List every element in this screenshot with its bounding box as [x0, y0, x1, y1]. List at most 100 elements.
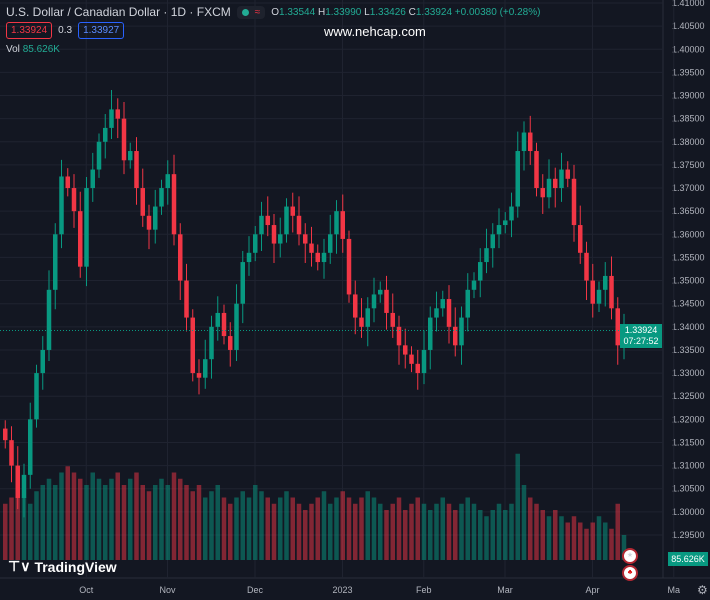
volume-bar [553, 510, 558, 560]
candle-body [409, 354, 414, 364]
volume-bar [246, 497, 252, 560]
volume-bar [590, 522, 595, 560]
y-tick-label: 1.38000 [672, 137, 705, 147]
y-tick-label: 1.34000 [672, 322, 705, 332]
settings-gear-icon[interactable]: ⚙ [697, 583, 708, 597]
candle-body [3, 428, 8, 441]
volume-bar [521, 485, 527, 560]
volume-bar [265, 497, 270, 560]
y-tick-label: 1.35500 [672, 252, 705, 262]
candle-body [334, 211, 339, 235]
candle-body [21, 474, 27, 498]
volume-bar [621, 535, 627, 560]
volume-bar [353, 503, 358, 560]
us-flag-event-icon[interactable]: ★ [622, 548, 638, 564]
volume-bar [328, 503, 333, 560]
volume-bar [65, 466, 70, 560]
candle-body [565, 169, 570, 179]
candle-body [559, 169, 564, 189]
tradingview-logo[interactable]: ⊤∨ TradingView [8, 558, 117, 575]
candle-body [315, 252, 320, 263]
candle-body [109, 109, 114, 128]
volume-bar [121, 485, 127, 560]
volume-bar [515, 453, 520, 560]
y-tick-label: 1.39500 [672, 67, 705, 77]
candle-body [246, 252, 252, 263]
volume-bar [596, 516, 602, 560]
volume-bar [78, 478, 83, 560]
y-tick-label: 1.40500 [672, 21, 705, 31]
volume-bar [253, 485, 258, 560]
volume-bar [465, 497, 470, 560]
candle-body [128, 151, 133, 161]
candle-body [484, 248, 489, 263]
volume-legend: Vol 85.626K [6, 44, 60, 55]
candle-body [490, 234, 495, 249]
volume-bar [240, 491, 245, 560]
volume-bar [53, 485, 58, 560]
candle-body [571, 178, 577, 226]
volume-bar [196, 485, 202, 560]
canada-flag-event-icon[interactable]: ♣ [622, 565, 638, 581]
candle-body [28, 419, 33, 475]
y-tick-label: 1.31500 [672, 437, 705, 447]
volume-bar [371, 497, 377, 560]
sell-button[interactable]: 1.33924 [6, 22, 53, 39]
candle-body [540, 188, 545, 198]
market-status-pill[interactable]: ≈ [236, 5, 266, 19]
candle-body [53, 234, 58, 290]
volume-bar [134, 472, 139, 560]
volume-bar [440, 497, 445, 560]
volume-bar [428, 510, 433, 560]
y-tick-label: 1.32000 [672, 414, 705, 424]
candle-body [153, 206, 158, 230]
candle-body [309, 243, 314, 253]
volume-bar [90, 472, 95, 560]
volume-bar [9, 497, 14, 560]
candle-body [159, 188, 164, 207]
volume-bar [159, 478, 164, 560]
candle-body [328, 234, 333, 253]
candle-body [346, 238, 352, 295]
volume-bar [215, 485, 220, 560]
candle-body [203, 359, 208, 378]
candle-body [509, 206, 514, 221]
x-tick-label: Ma [667, 585, 680, 595]
candle-body [196, 373, 202, 378]
volume-bar [365, 491, 370, 560]
candle-body [228, 336, 233, 350]
high-label: H [317, 6, 326, 18]
volume-bar [565, 522, 570, 560]
spread-value: 0.3 [58, 25, 73, 36]
volume-bar [496, 503, 502, 560]
candle-body [134, 151, 139, 189]
volume-bar [109, 478, 114, 560]
candle-body [184, 280, 189, 318]
volume-bar [284, 491, 289, 560]
y-tick-label: 1.34500 [672, 299, 705, 309]
volume-bar [528, 497, 533, 560]
volume-bar [421, 503, 427, 560]
buy-button[interactable]: 1.33927 [78, 22, 125, 39]
candle-body [140, 188, 145, 216]
candle-body [321, 252, 327, 263]
volume-bar [296, 503, 302, 560]
quote-row: 1.33924 0.3 1.33927 [6, 22, 125, 39]
candle-body [428, 317, 433, 350]
candle-body [365, 308, 370, 327]
symbol-title[interactable]: U.S. Dollar / Canadian Dollar · 1D · FXC… [6, 5, 231, 19]
x-tick-label: Apr [585, 585, 599, 595]
equal-icon: ≈ [254, 6, 261, 18]
volume-bar [3, 503, 8, 560]
y-tick-label: 1.38500 [672, 114, 705, 124]
x-tick-label: Dec [247, 585, 264, 595]
candle-body [303, 234, 308, 244]
candle-body [553, 178, 558, 189]
volume-bar [540, 510, 545, 560]
x-tick-label: Oct [79, 585, 94, 595]
volume-bar [59, 472, 64, 560]
candle-body [578, 225, 583, 253]
candle-body [165, 174, 170, 189]
volume-bar [578, 522, 583, 560]
